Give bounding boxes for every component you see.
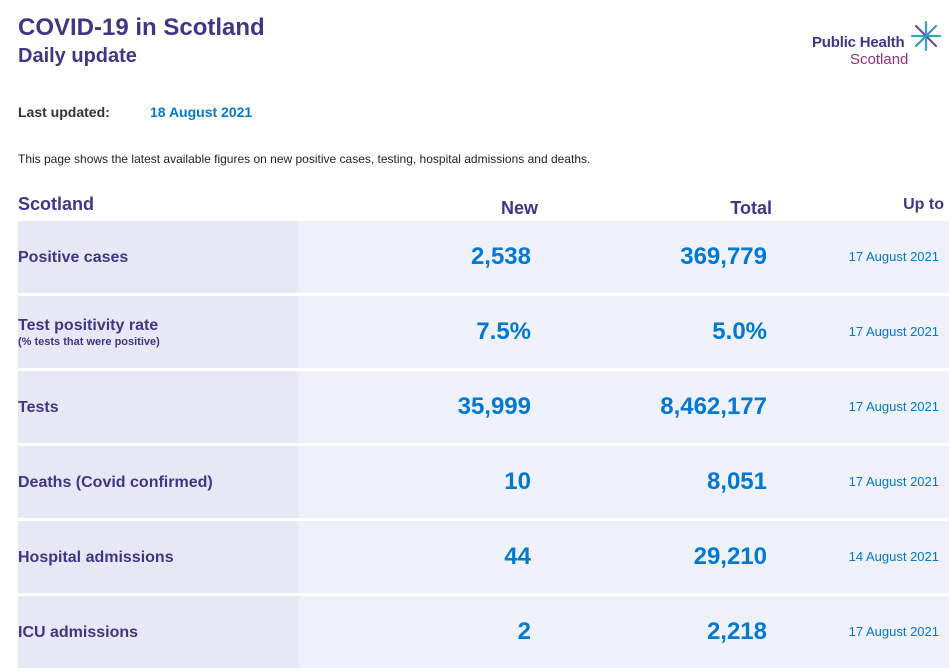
new-value: 2 <box>517 618 531 645</box>
row-label-cell: ICU admissions <box>18 596 299 668</box>
table-row-positive-cases: Positive cases 2,538 369,779 17 August 2… <box>18 221 949 293</box>
last-updated-date: 18 August 2021 <box>150 104 253 120</box>
column-header-region: Scotland <box>18 194 95 214</box>
table-row-deaths: Deaths (Covid confirmed) 10 8,051 17 Aug… <box>18 446 949 518</box>
page-subtitle: Daily update <box>18 45 137 67</box>
column-header-new: New <box>500 198 538 218</box>
intro-text: This page shows the latest available fig… <box>18 152 591 166</box>
row-label: Positive cases <box>18 249 129 266</box>
total-value: 369,779 <box>680 243 767 270</box>
column-header-up-to: Up to <box>903 196 944 213</box>
total-value: 5.0% <box>712 318 767 345</box>
logo-text-line1: Public Health <box>812 34 905 51</box>
row-label: Hospital admissions <box>18 549 174 566</box>
last-updated-label: Last updated: <box>18 104 110 120</box>
row-label: Tests <box>18 399 59 416</box>
table-row-test-positivity-rate: Test positivity rate (% tests that were … <box>18 296 949 368</box>
total-value: 2,218 <box>706 618 767 645</box>
up-to-date: 17 August 2021 <box>848 249 939 264</box>
table-row-icu-admissions: ICU admissions 2 2,218 17 August 2021 <box>18 596 949 668</box>
column-header-total: Total <box>730 198 772 218</box>
row-sublabel: (% tests that were positive) <box>18 336 160 348</box>
public-health-scotland-logo: Public Health Scotland <box>812 20 947 70</box>
new-value: 7.5% <box>476 318 531 345</box>
total-value: 8,462,177 <box>660 393 767 420</box>
up-to-date: 17 August 2021 <box>848 624 939 639</box>
star-icon <box>910 20 942 52</box>
table-row-hospital-admissions: Hospital admissions 44 29,210 14 August … <box>18 521 949 593</box>
total-value: 8,051 <box>706 468 767 495</box>
logo-text-line2: Scotland <box>850 51 909 68</box>
row-label-cell: Deaths (Covid confirmed) <box>18 446 299 518</box>
new-value: 10 <box>504 468 531 495</box>
row-label: Test positivity rate <box>18 317 159 334</box>
page-title: COVID-19 in Scotland <box>18 14 265 41</box>
row-label-cell: Tests <box>18 371 299 443</box>
row-label: ICU admissions <box>18 624 139 641</box>
new-value: 2,538 <box>470 243 531 270</box>
table-row-tests: Tests 35,999 8,462,177 17 August 2021 <box>18 371 949 443</box>
row-label-cell: Test positivity rate (% tests that were … <box>18 296 299 368</box>
up-to-date: 14 August 2021 <box>848 549 939 564</box>
new-value: 44 <box>504 543 531 570</box>
row-label-cell: Hospital admissions <box>18 521 299 593</box>
new-value: 35,999 <box>457 393 531 420</box>
up-to-date: 17 August 2021 <box>848 399 939 414</box>
row-label-cell: Positive cases <box>18 221 299 293</box>
up-to-date: 17 August 2021 <box>848 324 939 339</box>
row-label: Deaths (Covid confirmed) <box>18 474 213 491</box>
total-value: 29,210 <box>693 543 767 570</box>
up-to-date: 17 August 2021 <box>848 474 939 489</box>
